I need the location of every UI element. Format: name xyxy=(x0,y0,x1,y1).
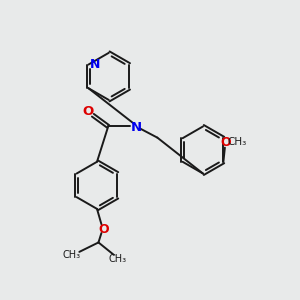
Text: O: O xyxy=(220,136,231,149)
Text: O: O xyxy=(82,105,93,118)
Text: CH₃: CH₃ xyxy=(62,250,80,260)
Text: CH₃: CH₃ xyxy=(228,137,247,147)
Text: O: O xyxy=(98,223,109,236)
Text: N: N xyxy=(130,121,141,134)
Text: CH₃: CH₃ xyxy=(108,254,126,264)
Text: N: N xyxy=(90,58,100,71)
